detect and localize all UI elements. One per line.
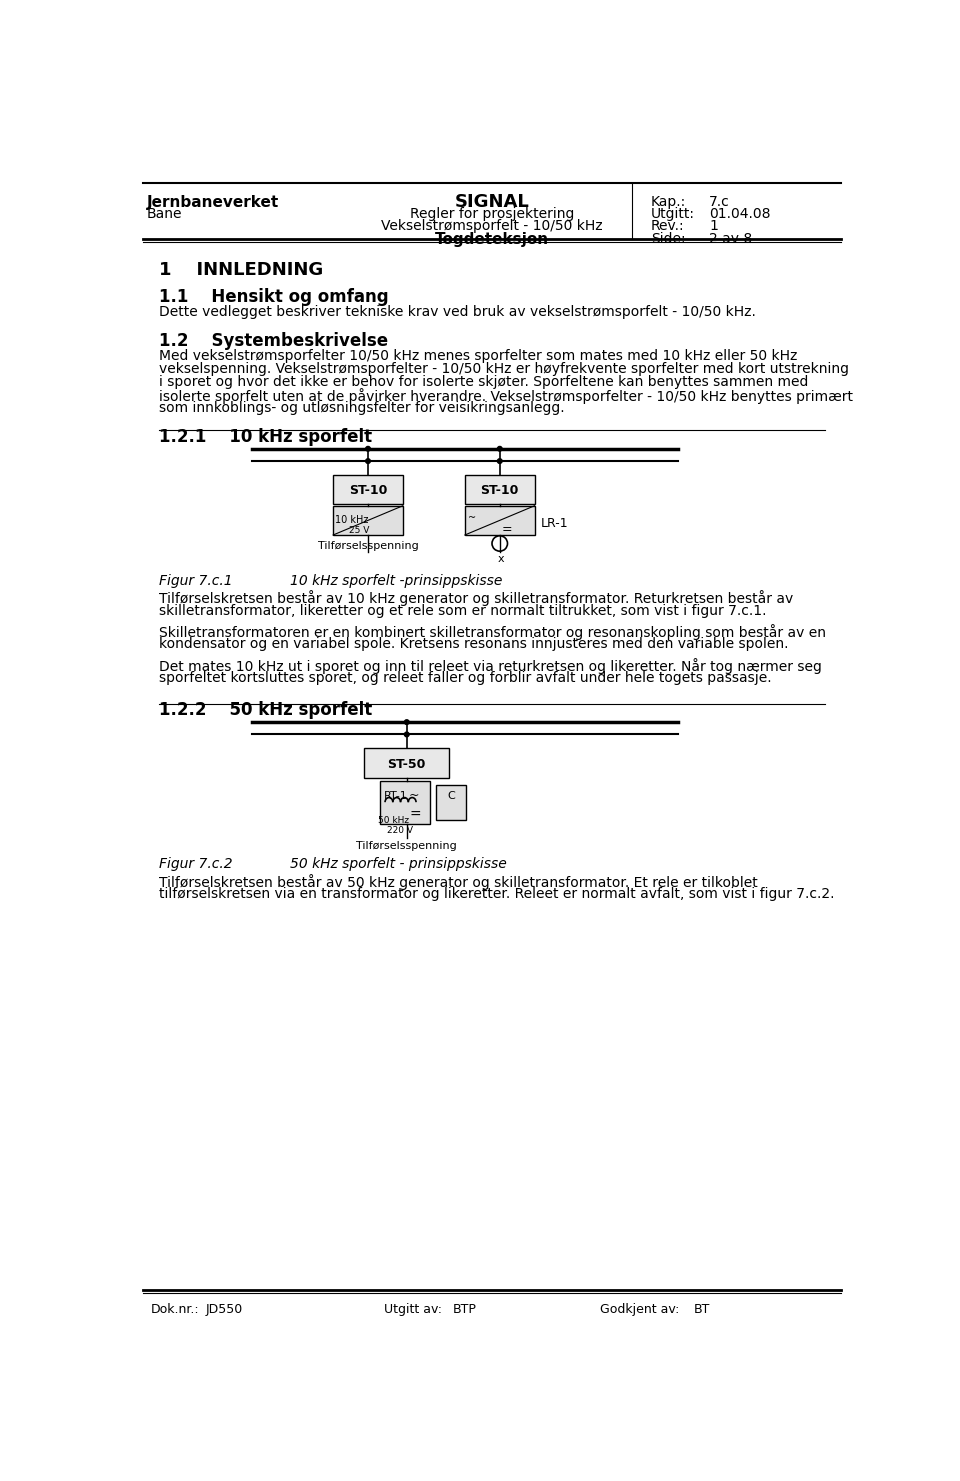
Text: Kap.:: Kap.: — [651, 194, 686, 209]
Bar — [465, 475, 535, 504]
Text: Skilletransformatoren er en kombinert skilletransformator og resonanskopling som: Skilletransformatoren er en kombinert sk… — [158, 625, 826, 640]
Bar — [364, 748, 449, 778]
Circle shape — [497, 459, 502, 464]
Bar — [465, 505, 535, 535]
Text: skilletransformator, likeretter og et rele som er normalt tiltrukket, som vist i: skilletransformator, likeretter og et re… — [158, 604, 766, 618]
Text: ~: ~ — [468, 514, 476, 523]
Circle shape — [366, 446, 371, 452]
Text: 1.2    Systembeskrivelse: 1.2 Systembeskrivelse — [158, 332, 388, 350]
Text: sporfeltet kortsluttes sporet, og releet faller og forblir avfalt under hele tog: sporfeltet kortsluttes sporet, og releet… — [158, 671, 772, 686]
Text: Bane: Bane — [147, 207, 182, 221]
Text: Vekselstrømsporfelt - 10/50 kHz: Vekselstrømsporfelt - 10/50 kHz — [381, 219, 603, 234]
Circle shape — [497, 446, 502, 452]
Text: LR-1: LR-1 — [540, 517, 568, 530]
Text: Utgitt av:: Utgitt av: — [383, 1303, 442, 1317]
Text: Figur 7.c.1: Figur 7.c.1 — [158, 573, 232, 588]
Text: SIGNAL: SIGNAL — [455, 193, 529, 212]
Circle shape — [404, 732, 409, 736]
Text: 10 kHz sporfelt -prinsippskisse: 10 kHz sporfelt -prinsippskisse — [291, 573, 503, 588]
Text: Tilførselskretsen består av 50 kHz generator og skilletransformator. Et rele er : Tilførselskretsen består av 50 kHz gener… — [158, 874, 757, 890]
Text: Side:: Side: — [651, 231, 685, 246]
Text: ST-50: ST-50 — [388, 757, 426, 770]
Text: BTP: BTP — [453, 1303, 477, 1317]
Text: Dette vedlegget beskriver tekniske krav ved bruk av vekselstrømsporfelt - 10/50 : Dette vedlegget beskriver tekniske krav … — [158, 305, 756, 318]
Text: ST-10: ST-10 — [481, 484, 519, 498]
Text: 1: 1 — [709, 219, 718, 234]
Text: 50 kHz: 50 kHz — [378, 816, 409, 825]
Text: 220 V: 220 V — [388, 826, 414, 835]
Text: 25 V: 25 V — [348, 526, 369, 535]
Text: som innkoblings- og utløsningsfelter for veisikringsanlegg.: som innkoblings- og utløsningsfelter for… — [158, 401, 564, 415]
Text: Godkjent av:: Godkjent av: — [601, 1303, 680, 1317]
Text: 1    INNLEDNING: 1 INNLEDNING — [158, 261, 323, 278]
Text: 1.2.2    50 kHz sporfelt: 1.2.2 50 kHz sporfelt — [158, 702, 372, 720]
Text: C: C — [447, 791, 455, 801]
Text: Figur 7.c.2: Figur 7.c.2 — [158, 857, 232, 871]
Text: Togdeteksjon: Togdeteksjon — [435, 231, 549, 247]
Text: 2 av 8: 2 av 8 — [709, 231, 753, 246]
Text: 1.2.1    10 kHz sporfelt: 1.2.1 10 kHz sporfelt — [158, 428, 372, 446]
Bar — [333, 505, 403, 535]
Bar — [436, 785, 466, 820]
Text: Dok.nr.:: Dok.nr.: — [151, 1303, 200, 1317]
Circle shape — [404, 720, 409, 724]
Text: =: = — [409, 807, 420, 822]
Text: ~: ~ — [409, 789, 420, 803]
Text: 1.1    Hensikt og omfang: 1.1 Hensikt og omfang — [158, 287, 389, 307]
Text: JD550: JD550 — [205, 1303, 243, 1317]
Text: Tilførselsspenning: Tilførselsspenning — [356, 841, 457, 850]
Text: 10 kHz: 10 kHz — [335, 515, 369, 524]
Text: Med vekselstrømsporfelter 10/50 kHz menes sporfelter som mates med 10 kHz eller : Med vekselstrømsporfelter 10/50 kHz mene… — [158, 348, 797, 363]
Text: 50 kHz sporfelt - prinsippskisse: 50 kHz sporfelt - prinsippskisse — [291, 857, 507, 871]
Text: =: = — [502, 523, 513, 536]
Text: isolerte sporfelt uten at de påvirker hverandre. Vekselstrømsporfelter - 10/50 k: isolerte sporfelt uten at de påvirker hv… — [158, 388, 852, 404]
Text: BT: BT — [693, 1303, 709, 1317]
Text: x: x — [498, 554, 505, 564]
Text: i sporet og hvor det ikke er behov for isolerte skjøter. Sporfeltene kan benytte: i sporet og hvor det ikke er behov for i… — [158, 375, 808, 390]
Text: Jernbaneverket: Jernbaneverket — [147, 194, 279, 210]
Text: Tilførselsspenning: Tilførselsspenning — [318, 541, 419, 551]
Text: Tilførselskretsen består av 10 kHz generator og skilletransformator. Returkretse: Tilførselskretsen består av 10 kHz gener… — [158, 591, 793, 606]
Text: tilførselskretsen via en transformator og likeretter. Releet er normalt avfalt, : tilførselskretsen via en transformator o… — [158, 887, 834, 900]
Bar — [379, 782, 430, 823]
Text: ST-10: ST-10 — [348, 484, 387, 498]
Text: Rev.:: Rev.: — [651, 219, 684, 234]
Text: Det mates 10 kHz ut i sporet og inn til releet via returkretsen og likeretter. N: Det mates 10 kHz ut i sporet og inn til … — [158, 658, 822, 674]
Text: vekselspenning. Vekselstrømsporfelter - 10/50 kHz er høyfrekvente sporfelter med: vekselspenning. Vekselstrømsporfelter - … — [158, 361, 849, 376]
Text: 7.c: 7.c — [709, 194, 730, 209]
Text: Regler for prosjektering: Regler for prosjektering — [410, 207, 574, 221]
Bar — [333, 475, 403, 504]
Text: RT-1: RT-1 — [383, 791, 407, 801]
Text: kondensator og en variabel spole. Kretsens resonans innjusteres med den variable: kondensator og en variabel spole. Kretse… — [158, 637, 788, 652]
Text: 01.04.08: 01.04.08 — [709, 207, 771, 221]
Text: Utgitt:: Utgitt: — [651, 207, 695, 221]
Circle shape — [366, 459, 371, 464]
